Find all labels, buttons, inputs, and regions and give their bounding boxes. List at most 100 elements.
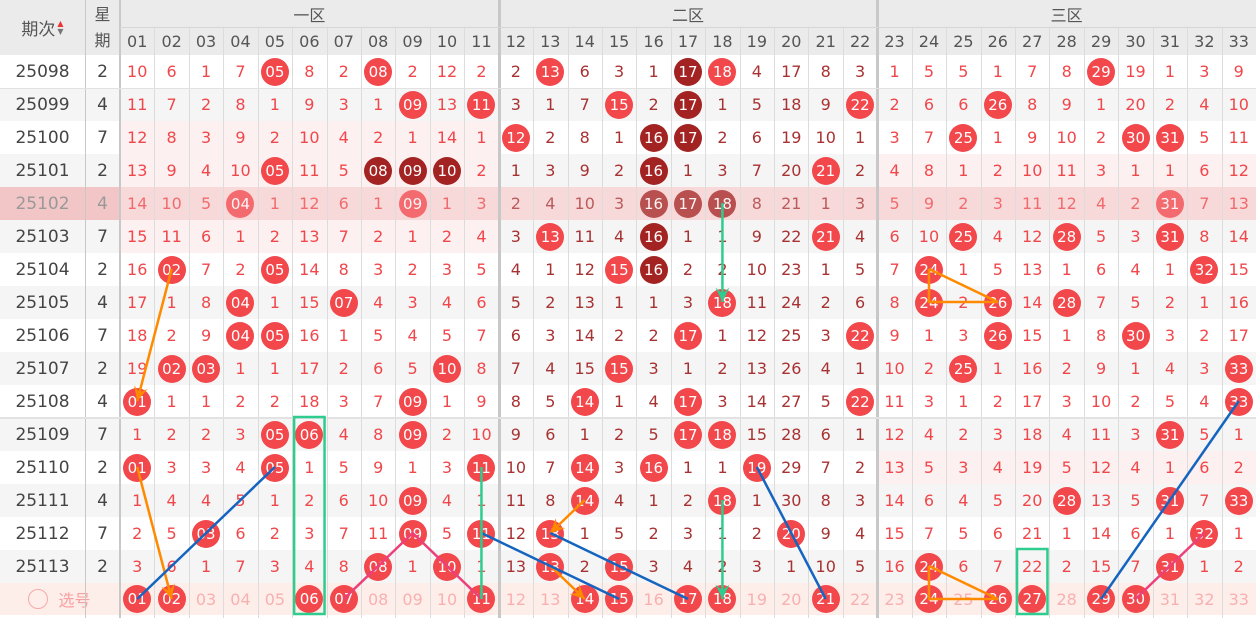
number-cell[interactable]: 1 — [705, 451, 739, 484]
number-cell[interactable]: 2 — [395, 253, 429, 286]
select-number-33[interactable]: 33 — [1222, 583, 1256, 615]
number-cell[interactable]: 5 — [877, 187, 911, 220]
number-cell[interactable]: 1 — [1153, 154, 1187, 187]
select-number-28[interactable]: 28 — [1049, 583, 1083, 615]
number-cell[interactable]: 15 — [877, 517, 911, 550]
number-cell[interactable]: 5 — [1118, 484, 1152, 517]
number-cell[interactable]: 10 — [1084, 385, 1118, 418]
select-number-19[interactable]: 19 — [740, 583, 774, 615]
number-cell[interactable]: 5 — [740, 88, 774, 121]
select-number-17[interactable]: 17 — [671, 583, 705, 615]
number-cell[interactable]: 12 — [877, 418, 911, 451]
number-cell[interactable]: 12 — [740, 319, 774, 352]
number-cell[interactable]: 6 — [843, 286, 877, 319]
number-cell[interactable]: 08 — [361, 550, 395, 583]
select-number-26[interactable]: 26 — [981, 583, 1015, 615]
column-header-14[interactable]: 14 — [567, 28, 602, 55]
select-number-08[interactable]: 08 — [361, 583, 395, 615]
number-cell[interactable]: 24 — [912, 253, 946, 286]
number-cell[interactable]: 16 — [1015, 352, 1049, 385]
number-cell[interactable]: 11 — [499, 484, 533, 517]
number-cell[interactable]: 2 — [120, 517, 154, 550]
number-cell[interactable]: 6 — [154, 550, 188, 583]
number-cell[interactable]: 4 — [1118, 451, 1152, 484]
number-cell[interactable]: 2 — [568, 550, 602, 583]
number-cell[interactable]: 4 — [327, 121, 361, 154]
number-cell[interactable]: 1 — [361, 187, 395, 220]
number-cell[interactable]: 14 — [292, 253, 326, 286]
number-cell[interactable]: 2 — [671, 484, 705, 517]
number-cell[interactable]: 2 — [223, 385, 257, 418]
number-cell[interactable]: 33 — [1222, 484, 1256, 517]
number-cell[interactable]: 2 — [602, 154, 636, 187]
number-cell[interactable]: 17 — [120, 286, 154, 319]
number-cell[interactable]: 2 — [636, 319, 670, 352]
number-cell[interactable]: 1 — [636, 484, 670, 517]
number-cell[interactable]: 4 — [843, 220, 877, 253]
number-cell[interactable]: 2 — [1222, 451, 1256, 484]
number-cell[interactable]: 1 — [258, 286, 292, 319]
number-cell[interactable]: 1 — [808, 187, 842, 220]
number-cell[interactable]: 3 — [258, 550, 292, 583]
number-cell[interactable]: 4 — [327, 418, 361, 451]
number-cell[interactable]: 2 — [1084, 121, 1118, 154]
select-number-03[interactable]: 03 — [189, 583, 223, 615]
number-cell[interactable]: 2 — [843, 154, 877, 187]
number-cell[interactable]: 3 — [327, 385, 361, 418]
number-cell[interactable]: 2 — [602, 418, 636, 451]
number-cell[interactable]: 2 — [464, 55, 498, 88]
number-cell[interactable]: 5 — [361, 319, 395, 352]
number-cell[interactable]: 4 — [292, 550, 326, 583]
number-cell[interactable]: 3 — [430, 451, 464, 484]
number-cell[interactable]: 2 — [189, 418, 223, 451]
number-cell[interactable]: 8 — [499, 385, 533, 418]
number-cell[interactable]: 15 — [292, 286, 326, 319]
number-cell[interactable]: 10 — [223, 154, 257, 187]
number-cell[interactable]: 7 — [154, 88, 188, 121]
number-cell[interactable]: 11 — [361, 517, 395, 550]
number-cell[interactable]: 1 — [499, 154, 533, 187]
number-cell[interactable]: 4 — [602, 484, 636, 517]
number-cell[interactable]: 9 — [154, 154, 188, 187]
number-cell[interactable]: 15 — [602, 88, 636, 121]
select-number-05[interactable]: 05 — [258, 583, 292, 615]
number-cell[interactable]: 20 — [774, 154, 808, 187]
number-cell[interactable]: 8 — [877, 286, 911, 319]
number-cell[interactable]: 3 — [843, 187, 877, 220]
number-cell[interactable]: 6 — [1187, 451, 1221, 484]
number-cell[interactable]: 5 — [808, 385, 842, 418]
number-cell[interactable]: 6 — [912, 88, 946, 121]
number-cell[interactable]: 5 — [912, 55, 946, 88]
number-cell[interactable]: 2 — [395, 55, 429, 88]
number-cell[interactable]: 6 — [533, 418, 567, 451]
number-cell[interactable]: 05 — [258, 154, 292, 187]
number-cell[interactable]: 10 — [430, 550, 464, 583]
number-cell[interactable]: 1 — [395, 550, 429, 583]
number-cell[interactable]: 9 — [740, 220, 774, 253]
number-cell[interactable]: 9 — [1084, 352, 1118, 385]
number-cell[interactable]: 14 — [740, 385, 774, 418]
number-cell[interactable]: 33 — [1222, 352, 1256, 385]
number-cell[interactable]: 4 — [843, 517, 877, 550]
number-cell[interactable]: 31 — [1153, 550, 1187, 583]
number-cell[interactable]: 1 — [671, 352, 705, 385]
number-cell[interactable]: 10 — [120, 55, 154, 88]
number-cell[interactable]: 05 — [258, 253, 292, 286]
number-cell[interactable]: 4 — [602, 220, 636, 253]
number-cell[interactable]: 6 — [981, 517, 1015, 550]
column-header-32[interactable]: 32 — [1187, 28, 1222, 55]
number-cell[interactable]: 3 — [154, 451, 188, 484]
number-cell[interactable]: 4 — [395, 319, 429, 352]
number-cell[interactable]: 11 — [464, 451, 498, 484]
number-cell[interactable]: 1 — [671, 154, 705, 187]
number-cell[interactable]: 05 — [258, 55, 292, 88]
number-cell[interactable]: 09 — [395, 484, 429, 517]
number-cell[interactable]: 2 — [843, 451, 877, 484]
number-cell[interactable]: 1 — [464, 550, 498, 583]
number-cell[interactable]: 1 — [395, 451, 429, 484]
select-number-24[interactable]: 24 — [912, 583, 946, 615]
number-cell[interactable]: 3 — [361, 253, 395, 286]
number-cell[interactable]: 3 — [395, 286, 429, 319]
column-header-16[interactable]: 16 — [636, 28, 671, 55]
number-cell[interactable]: 18 — [1015, 418, 1049, 451]
